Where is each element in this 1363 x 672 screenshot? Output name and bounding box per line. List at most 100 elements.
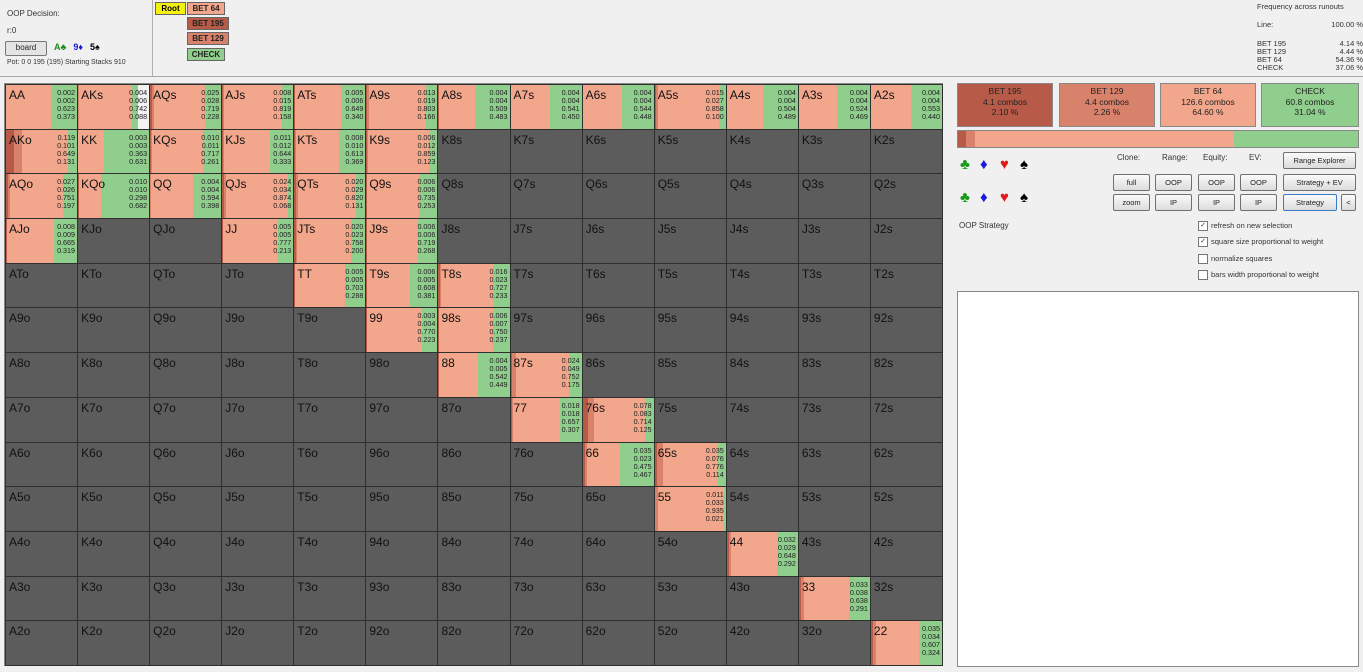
hand-cell-a8s[interactable]: 0.004 0.004 0.509 0.483 A8s	[437, 84, 511, 130]
hand-cell-92o[interactable]: 92o	[365, 620, 439, 666]
hand-cell-qto[interactable]: QTo	[149, 262, 223, 309]
hand-cell-jts[interactable]: 0.020 0.023 0.758 0.200 JTs	[293, 218, 367, 264]
hand-cell-a9o[interactable]: A9o	[5, 307, 79, 354]
zoom-button[interactable]: zoom	[1113, 194, 1150, 211]
hand-cell-93s[interactable]: 93s	[797, 307, 871, 354]
checkbox[interactable]: ✓	[1198, 221, 1208, 232]
hand-cell-k6s[interactable]: K6s	[581, 128, 655, 175]
hand-cell-32s[interactable]: 32s	[869, 575, 943, 622]
hand-cell-t3s[interactable]: T3s	[797, 262, 871, 309]
hand-cell-54o[interactable]: 54o	[653, 530, 727, 577]
hand-cell-62s[interactable]: 62s	[869, 441, 943, 488]
hand-cell-a2s[interactable]: 0.004 0.004 0.553 0.440 A2s	[869, 84, 943, 130]
hand-cell-87s[interactable]: 0.024 0.049 0.752 0.175 87s	[509, 352, 583, 398]
hand-cell-q2o[interactable]: Q2o	[149, 620, 223, 666]
collapse-button[interactable]: <	[1341, 194, 1356, 211]
hand-cell-55[interactable]: 0.011 0.033 0.935 0.021 55	[653, 486, 727, 532]
hand-cell-75o[interactable]: 75o	[509, 486, 583, 532]
hand-cell-72s[interactable]: 72s	[869, 396, 943, 443]
hand-cell-k4o[interactable]: K4o	[77, 530, 151, 577]
hand-cell-t4o[interactable]: T4o	[293, 530, 367, 577]
hand-cell-kjs[interactable]: 0.011 0.012 0.644 0.333 KJs	[221, 128, 295, 175]
hand-cell-87o[interactable]: 87o	[437, 396, 511, 443]
club-icon[interactable]: ♣	[960, 189, 970, 206]
action-summary-bet64[interactable]: BET 64 126.6 combos 64.60 %	[1160, 83, 1256, 127]
hand-cell-aks[interactable]: 0.004 0.006 0.742 0.088 AKs	[77, 84, 151, 130]
hand-cell-73o[interactable]: 73o	[509, 575, 583, 622]
hand-cell-t4s[interactable]: T4s	[725, 262, 799, 309]
hand-cell-42s[interactable]: 42s	[869, 530, 943, 577]
hand-cell-aa[interactable]: 0.002 0.002 0.623 0.373 AA	[5, 84, 79, 130]
hand-cell-t3o[interactable]: T3o	[293, 575, 367, 622]
hand-cell-ats[interactable]: 0.005 0.006 0.649 0.340 ATs	[293, 84, 367, 130]
hand-cell-98o[interactable]: 98o	[365, 352, 439, 398]
range-explorer-button[interactable]: Range Explorer	[1283, 152, 1356, 169]
hand-cell-75s[interactable]: 75s	[653, 396, 727, 443]
hand-cell-53s[interactable]: 53s	[797, 486, 871, 532]
hand-cell-65o[interactable]: 65o	[581, 486, 655, 532]
hand-cell-76s[interactable]: 0.078 0.083 0.714 0.125 76s	[581, 396, 655, 443]
hand-cell-qts[interactable]: 0.020 0.029 0.820 0.131 QTs	[293, 173, 367, 220]
hand-cell-84o[interactable]: 84o	[437, 530, 511, 577]
hand-cell-kqs[interactable]: 0.010 0.011 0.717 0.261 KQs	[149, 128, 223, 175]
hand-cell-a3o[interactable]: A3o	[5, 575, 79, 622]
hand-cell-a3s[interactable]: 0.004 0.004 0.524 0.469 A3s	[797, 84, 871, 130]
hand-cell-q7o[interactable]: Q7o	[149, 396, 223, 443]
hand-cell-64o[interactable]: 64o	[581, 530, 655, 577]
hand-cell-52s[interactable]: 52s	[869, 486, 943, 532]
board-button[interactable]: board	[5, 41, 47, 56]
hand-cell-k6o[interactable]: K6o	[77, 441, 151, 488]
hand-cell-k3o[interactable]: K3o	[77, 575, 151, 622]
hand-cell-73s[interactable]: 73s	[797, 396, 871, 443]
hand-cell-t6s[interactable]: T6s	[581, 262, 655, 309]
hand-cell-a8o[interactable]: A8o	[5, 352, 79, 398]
normalize-option[interactable]: normalize squares	[1198, 254, 1272, 265]
hand-cell-97o[interactable]: 97o	[365, 396, 439, 443]
hand-cell-j7o[interactable]: J7o	[221, 396, 295, 443]
hand-cell-j3s[interactable]: J3s	[797, 218, 871, 264]
hand-cell-22[interactable]: 0.035 0.034 0.607 0.324 22	[869, 620, 943, 666]
full-button[interactable]: full	[1113, 174, 1150, 191]
hand-cell-93o[interactable]: 93o	[365, 575, 439, 622]
hand-cell-a7s[interactable]: 0.004 0.004 0.541 0.450 A7s	[509, 84, 583, 130]
action-summary-check[interactable]: CHECK 60.8 combos 31.04 %	[1261, 83, 1359, 127]
hand-cell-a4s[interactable]: 0.004 0.004 0.504 0.489 A4s	[725, 84, 799, 130]
hand-cell-j9s[interactable]: 0.006 0.006 0.719 0.268 J9s	[365, 218, 439, 264]
hand-cell-t6o[interactable]: T6o	[293, 441, 367, 488]
hand-cell-t7s[interactable]: T7s	[509, 262, 583, 309]
hand-cell-aqo[interactable]: 0.027 0.026 0.751 0.197 AQo	[5, 173, 79, 220]
hand-cell-t7o[interactable]: T7o	[293, 396, 367, 443]
square-size-option[interactable]: ✓ square size proportional to weight	[1198, 237, 1323, 248]
hand-cell-jto[interactable]: JTo	[221, 262, 295, 309]
hand-cell-jj[interactable]: 0.005 0.005 0.777 0.213 JJ	[221, 218, 295, 264]
hand-cell-q4s[interactable]: Q4s	[725, 173, 799, 220]
hand-cell-82s[interactable]: 82s	[869, 352, 943, 398]
hand-cell-tt[interactable]: 0.005 0.005 0.703 0.288 TT	[293, 262, 367, 309]
hand-cell-53o[interactable]: 53o	[653, 575, 727, 622]
range-ip-button[interactable]: IP	[1155, 194, 1192, 211]
hand-cell-q9s[interactable]: 0.006 0.006 0.735 0.253 Q9s	[365, 173, 439, 220]
hand-cell-k8s[interactable]: K8s	[437, 128, 511, 175]
hand-cell-95s[interactable]: 95s	[653, 307, 727, 354]
hand-cell-q9o[interactable]: Q9o	[149, 307, 223, 354]
spade-icon[interactable]: ♠	[1020, 156, 1028, 173]
hand-cell-t5s[interactable]: T5s	[653, 262, 727, 309]
hand-cell-97s[interactable]: 97s	[509, 307, 583, 354]
action-summary-bet195[interactable]: BET 195 4.1 combos 2.10 %	[957, 83, 1053, 127]
hand-cell-k5o[interactable]: K5o	[77, 486, 151, 532]
hand-cell-k9o[interactable]: K9o	[77, 307, 151, 354]
hand-cell-a6o[interactable]: A6o	[5, 441, 79, 488]
checkbox[interactable]	[1198, 270, 1208, 281]
hand-cell-t9s[interactable]: 0.006 0.005 0.608 0.381 T9s	[365, 262, 439, 309]
hand-cell-q6s[interactable]: Q6s	[581, 173, 655, 220]
hand-cell-qq[interactable]: 0.004 0.004 0.594 0.398 QQ	[149, 173, 223, 220]
hand-cell-86s[interactable]: 86s	[581, 352, 655, 398]
hand-cell-kto[interactable]: KTo	[77, 262, 151, 309]
hand-cell-j2s[interactable]: J2s	[869, 218, 943, 264]
hand-cell-q5o[interactable]: Q5o	[149, 486, 223, 532]
hand-cell-85s[interactable]: 85s	[653, 352, 727, 398]
hand-cell-q6o[interactable]: Q6o	[149, 441, 223, 488]
hand-cell-kk[interactable]: 0.003 0.003 0.363 0.631 KK	[77, 128, 151, 175]
hand-cell-j2o[interactable]: J2o	[221, 620, 295, 666]
tree-node-check[interactable]: CHECK	[187, 48, 225, 61]
